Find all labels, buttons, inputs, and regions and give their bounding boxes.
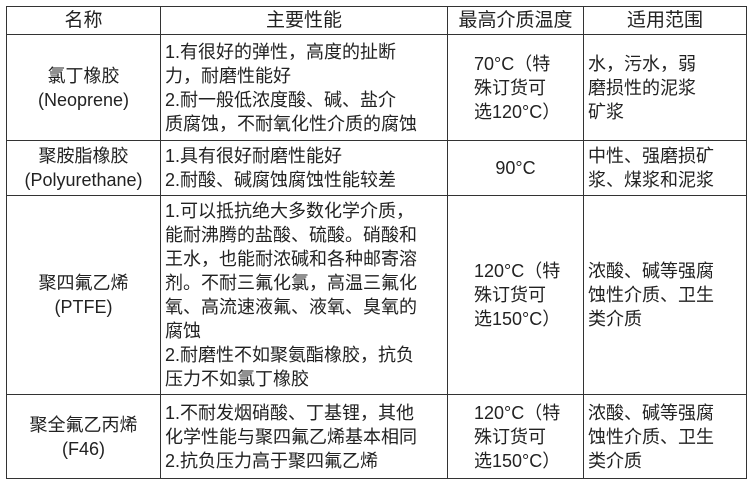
table-row: 氯丁橡胶 (Neoprene) 1.有很好的弹性，高度的扯断 力，耐磨性能好 2… [6,34,747,141]
header-application: 适用范围 [583,6,747,35]
cell-performance: 1.不耐发烟硝酸、丁基锂，其他 化学性能与聚四氟乙烯基本相同 2.抗负压力高于聚… [160,394,448,479]
cell-application: 浓酸、碱等强腐 蚀性介质、卫生 类介质 [583,394,747,479]
table-row: 聚胺脂橡胶 (Polyurethane) 1.具有很好耐磨性能好 2.耐酸、碱腐… [6,140,747,196]
cell-application: 浓酸、碱等强腐 蚀性介质、卫生 类介质 [583,195,747,395]
table-row: 聚全氟乙丙烯 (F46) 1.不耐发烟硝酸、丁基锂，其他 化学性能与聚四氟乙烯基… [6,394,747,479]
cell-name: 聚胺脂橡胶 (Polyurethane) [6,140,161,196]
cell-name: 聚四氟乙烯 (PTFE) [6,195,161,395]
header-max-temp: 最高介质温度 [447,6,584,35]
cell-name: 氯丁橡胶 (Neoprene) [6,34,161,141]
table-row: 聚四氟乙烯 (PTFE) 1.可以抵抗绝大多数化学介质， 能耐沸腾的盐酸、硫酸。… [6,195,747,395]
cell-performance: 1.具有很好耐磨性能好 2.耐酸、碱腐蚀腐蚀性能较差 [160,140,448,196]
header-row: 名称 主要性能 最高介质温度 适用范围 [6,6,747,35]
header-name: 名称 [6,6,161,35]
cell-max-temp: 120°C（特 殊订货可 选150°C） [447,195,584,395]
cell-performance: 1.有很好的弹性，高度的扯断 力，耐磨性能好 2.耐一般低浓度酸、碱、盐介 质腐… [160,34,448,141]
cell-max-temp: 70°C（特 殊订货可 选120°C） [447,34,584,141]
lining-material-table: 名称 主要性能 最高介质温度 适用范围 氯丁橡胶 (Neoprene) 1.有很… [6,6,747,479]
cell-application: 水，污水，弱 磨损性的泥浆 矿浆 [583,34,747,141]
cell-application: 中性、强磨损矿 浆、煤浆和泥浆 [583,140,747,196]
header-performance: 主要性能 [160,6,448,35]
cell-max-temp: 120°C（特 殊订货可 选150°C） [447,394,584,479]
cell-max-temp: 90°C [447,140,584,196]
cell-performance: 1.可以抵抗绝大多数化学介质， 能耐沸腾的盐酸、硫酸。硝酸和 王水，也能耐浓碱和… [160,195,448,395]
cell-name: 聚全氟乙丙烯 (F46) [6,394,161,479]
